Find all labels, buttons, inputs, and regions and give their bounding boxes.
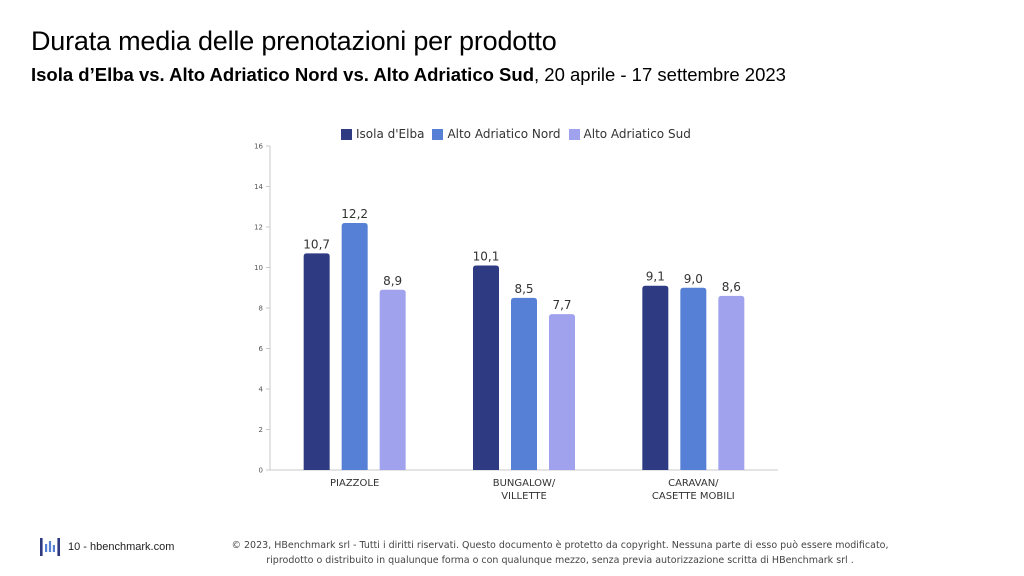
- x-tick-label-1-1: VILLETTE: [501, 491, 547, 502]
- legend-swatch-1: [432, 128, 444, 140]
- data-label-2-2: 8,6: [722, 280, 741, 294]
- bar-0-1: [341, 222, 368, 470]
- x-tick-label-0-0: PIAZZOLE: [330, 478, 379, 489]
- copyright-line-1: © 2023, HBenchmark srl - Tutti i diritti…: [231, 540, 889, 551]
- y-tick-label-3: 6: [259, 345, 264, 353]
- page-subtitle: Isola d’Elba vs. Alto Adriatico Nord vs.…: [31, 64, 786, 86]
- legend-label-1: Alto Adriatico Nord: [447, 127, 561, 141]
- data-label-2-0: 9,1: [646, 270, 665, 284]
- data-label-1-2: 7,7: [552, 298, 571, 312]
- x-tick-label-2-0: CARAVAN/: [668, 478, 719, 489]
- x-tick-label-2-1: CASETTE MOBILI: [652, 491, 735, 502]
- footer-page-label: 10 - hbenchmark.com: [68, 541, 175, 553]
- data-label-0-2: 8,9: [383, 274, 402, 288]
- legend-label-0: Isola d'Elba: [356, 127, 425, 141]
- legend-label-2: Alto Adriatico Sud: [583, 127, 691, 141]
- copyright-notice: © 2023, HBenchmark srl - Tutti i diritti…: [140, 538, 980, 568]
- bar-1-1: [511, 297, 537, 470]
- subtitle-regions: Isola d’Elba vs. Alto Adriatico Nord vs.…: [31, 64, 534, 85]
- x-tick-label-1-0: BUNGALOW/: [493, 478, 556, 489]
- page-title: Durata media delle prenotazioni per prod…: [31, 26, 557, 56]
- bar-0-2: [379, 289, 406, 470]
- y-tick-label-2: 4: [259, 386, 264, 394]
- data-label-1-0: 10,1: [473, 249, 500, 263]
- legend-item-0: Isola d'Elba: [341, 127, 424, 141]
- legend-item-1: Alto Adriatico Nord: [432, 127, 561, 141]
- data-label-1-1: 8,5: [514, 282, 533, 296]
- legend-swatch-0: [341, 128, 352, 140]
- y-tick-label-5: 10: [254, 264, 263, 272]
- bar-2-1: [680, 287, 707, 470]
- y-tick-label-6: 12: [254, 224, 263, 232]
- copyright-line-2: riprodotto o distribuito in qualunque fo…: [266, 555, 854, 566]
- chart-legend: Isola d'Elba Alto Adriatico Nord Alto Ad…: [341, 126, 691, 142]
- subtitle-period: , 20 aprile - 17 settembre 2023: [534, 64, 786, 85]
- hbenchmark-logo-icon: [40, 538, 60, 556]
- y-tick-label-8: 16: [254, 143, 263, 151]
- y-tick-label-7: 14: [254, 183, 263, 191]
- y-tick-label-0: 0: [259, 467, 263, 475]
- bar-1-0: [473, 265, 499, 470]
- footer-logo: 10 - hbenchmark.com: [40, 538, 174, 556]
- y-tick-label-4: 8: [259, 305, 263, 313]
- y-tick-label-1: 2: [259, 426, 263, 434]
- legend-swatch-2: [568, 128, 580, 140]
- legend-item-2: Alto Adriatico Sud: [568, 127, 691, 141]
- bar-0-0: [303, 253, 330, 470]
- data-label-0-0: 10,7: [303, 237, 330, 251]
- bar-2-2: [718, 295, 745, 470]
- data-label-2-1: 9,0: [684, 272, 703, 286]
- bar-1-2: [549, 314, 575, 470]
- data-label-0-1: 12,2: [341, 207, 368, 221]
- bar-2-0: [642, 285, 669, 470]
